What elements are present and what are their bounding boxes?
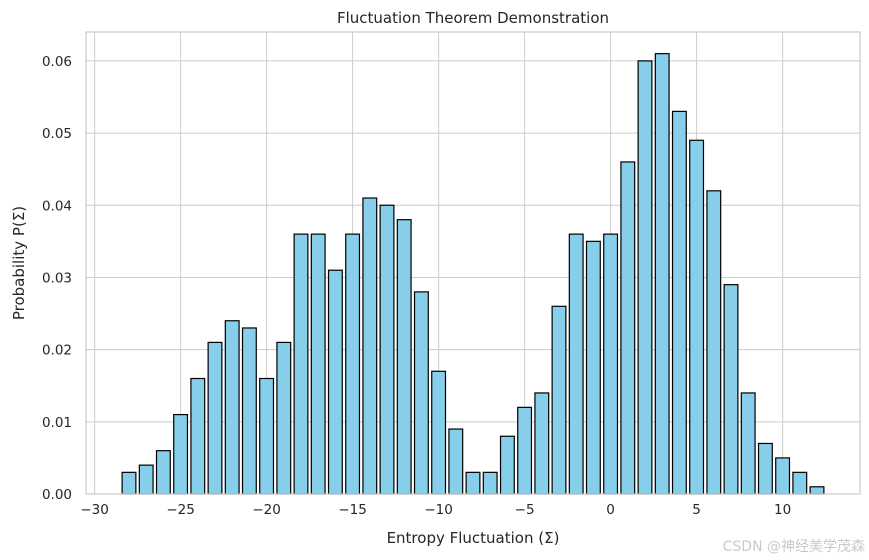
- bar: [327, 269, 343, 495]
- bar: [121, 471, 137, 495]
- y-tick-label: 0.00: [42, 487, 72, 503]
- y-tick-label: 0.03: [42, 270, 72, 286]
- bar: [173, 413, 189, 495]
- y-tick-label: 0.06: [42, 54, 72, 70]
- bar: [740, 392, 756, 495]
- bar: [757, 442, 773, 495]
- bar: [809, 486, 825, 495]
- x-tick-label: −10: [424, 502, 453, 518]
- bar: [345, 233, 361, 495]
- bar: [276, 341, 292, 495]
- bar: [654, 53, 670, 495]
- bar: [465, 471, 481, 495]
- bar: [190, 377, 206, 495]
- bar: [310, 233, 326, 495]
- bar: [379, 204, 395, 495]
- bar: [482, 471, 498, 495]
- y-axis-ticks: 0.00 0.01 0.02 0.03 0.04 0.05 0.06: [42, 54, 72, 503]
- x-axis-label: Entropy Fluctuation (Σ): [387, 529, 560, 547]
- bar: [775, 457, 791, 495]
- bar: [568, 233, 584, 495]
- bar: [241, 327, 257, 495]
- bar: [396, 219, 412, 495]
- bar: [155, 450, 171, 495]
- bar: [362, 197, 378, 495]
- x-tick-label: −25: [166, 502, 195, 518]
- bar: [207, 341, 223, 495]
- y-tick-label: 0.04: [42, 198, 72, 214]
- bar: [792, 471, 808, 495]
- bars: [121, 53, 825, 495]
- bar: [534, 392, 550, 495]
- bar: [706, 190, 722, 495]
- x-tick-label: −5: [515, 502, 535, 518]
- bar: [259, 377, 275, 495]
- bar: [138, 464, 154, 495]
- y-tick-label: 0.05: [42, 126, 72, 142]
- plot-frame: [85, 31, 861, 495]
- bar: [637, 60, 653, 495]
- bar: [671, 110, 687, 495]
- y-tick-label: 0.02: [42, 343, 72, 359]
- x-axis-ticks: −30 −25 −20 −15 −10 −5 0 5 10: [80, 502, 791, 518]
- y-tick-label: 0.01: [42, 415, 72, 431]
- bar: [224, 320, 240, 495]
- watermark: CSDN @神经美学茂森: [722, 539, 865, 555]
- chart-title: Fluctuation Theorem Demonstration: [337, 9, 609, 27]
- bar: [723, 284, 739, 495]
- bar: [448, 428, 464, 495]
- bar: [620, 161, 636, 495]
- x-tick-label: 0: [606, 502, 615, 518]
- bar: [413, 291, 429, 495]
- bar: [603, 233, 619, 495]
- x-tick-label: −15: [338, 502, 367, 518]
- x-tick-label: −20: [252, 502, 281, 518]
- bar: [499, 435, 515, 495]
- x-tick-label: −30: [80, 502, 109, 518]
- x-tick-label: 5: [692, 502, 701, 518]
- y-axis-label: Probability P(Σ): [10, 206, 28, 320]
- bar: [585, 240, 601, 495]
- bar: [551, 305, 567, 495]
- bar: [431, 370, 447, 495]
- x-tick-label: 10: [774, 502, 791, 518]
- bar: [293, 233, 309, 495]
- bar: [689, 139, 705, 495]
- bar: [517, 406, 533, 495]
